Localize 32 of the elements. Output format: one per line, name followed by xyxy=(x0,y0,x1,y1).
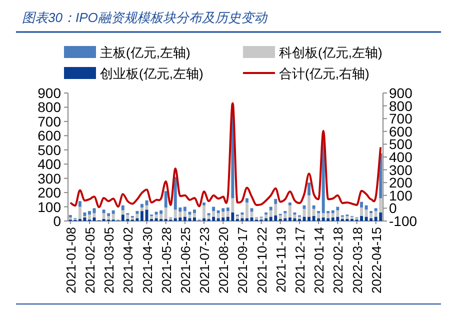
chart-title: 图表30：IPO融资规模板块分布及历史变动 xyxy=(22,10,268,25)
x-tick-label: 2021-03-05 xyxy=(102,227,117,294)
x-tick-label: 2021-04-30 xyxy=(140,227,155,294)
x-tick-label: 2021-06-25 xyxy=(178,227,193,294)
y-tick-label: 800 xyxy=(38,99,62,116)
x-tick-label: 2021-01-08 xyxy=(63,227,78,294)
legend-label: 科创板(亿元,左轴) xyxy=(279,45,382,60)
x-tick-label: 2021-09-17 xyxy=(235,227,250,294)
x-tick-label: 2022-03-18 xyxy=(350,227,365,294)
legend-label: 主板(亿元,左轴) xyxy=(100,45,190,60)
x-tick-label: 2021-11-19 xyxy=(273,227,288,293)
y-tick-label: 500 xyxy=(38,142,62,158)
x-tick-label: 2021-12-17 xyxy=(292,227,308,294)
y-tick-label: 700 xyxy=(38,113,62,130)
x-tick-label: 2022-04-15 xyxy=(368,227,384,294)
y-tick-label: 900 xyxy=(38,85,62,101)
x-tick-label: 2021-07-23 xyxy=(197,227,212,294)
y-tick-label: 600 xyxy=(38,128,62,144)
legend-label: 合计(亿元,右轴) xyxy=(279,66,370,81)
y-tick-label: 200 xyxy=(38,184,62,201)
legend-label: 创业板(亿元,左轴) xyxy=(100,66,204,81)
x-tick-label: 2021-10-22 xyxy=(254,227,270,294)
x-tick-label: 2022-02-18 xyxy=(330,227,346,294)
x-tick-label: 2021-05-28 xyxy=(158,227,174,294)
x-tick-label: 2021-04-02 xyxy=(120,227,136,294)
x-tick-label: 2021-02-05 xyxy=(82,227,98,294)
y-tick-label: 300 xyxy=(38,170,62,186)
y-tick-label: 100 xyxy=(38,198,62,215)
y-tick-label: 400 xyxy=(38,156,62,172)
y-tick-label: 0 xyxy=(53,213,62,229)
x-tick-label: 2021-08-20 xyxy=(216,227,232,294)
x-tick-label: 2022-01-14 xyxy=(312,227,327,294)
